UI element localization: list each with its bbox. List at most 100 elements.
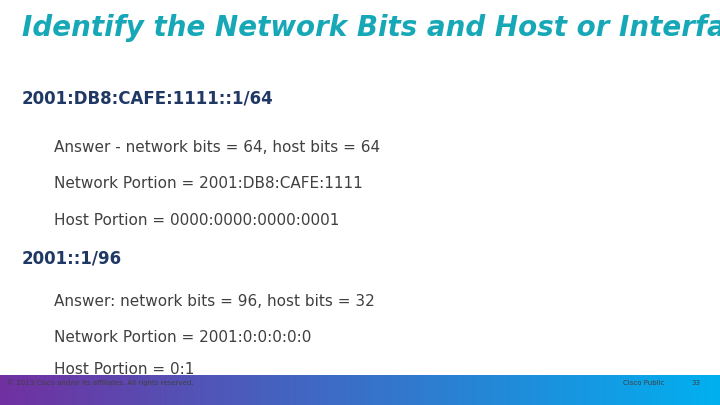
Bar xyxy=(508,375,510,405)
Text: Cisco Public: Cisco Public xyxy=(623,380,665,386)
Bar xyxy=(36,375,38,405)
Bar xyxy=(215,375,217,405)
Bar xyxy=(334,375,336,405)
Bar xyxy=(176,375,178,405)
Bar xyxy=(605,375,607,405)
Bar xyxy=(608,375,610,405)
Bar xyxy=(111,375,113,405)
Bar xyxy=(583,375,585,405)
Bar xyxy=(624,375,626,405)
Bar xyxy=(255,375,257,405)
Bar xyxy=(481,375,483,405)
Bar xyxy=(102,375,104,405)
Bar xyxy=(19,375,21,405)
Bar xyxy=(173,375,175,405)
Bar xyxy=(312,375,315,405)
Bar xyxy=(50,375,53,405)
Bar xyxy=(675,375,678,405)
Bar xyxy=(71,375,73,405)
Bar xyxy=(307,375,309,405)
Bar xyxy=(658,375,660,405)
Bar xyxy=(258,375,260,405)
Bar xyxy=(719,375,720,405)
Bar xyxy=(681,375,683,405)
Bar xyxy=(441,375,443,405)
Bar xyxy=(95,375,97,405)
Bar xyxy=(285,375,287,405)
Bar xyxy=(514,375,516,405)
Bar xyxy=(105,375,107,405)
Bar xyxy=(29,375,31,405)
Bar xyxy=(117,375,119,405)
Bar xyxy=(598,375,600,405)
Text: Answer: network bits = 96, host bits = 32: Answer: network bits = 96, host bits = 3… xyxy=(54,294,374,309)
Bar xyxy=(491,375,493,405)
Bar xyxy=(520,375,522,405)
Bar xyxy=(588,375,590,405)
Bar xyxy=(490,375,492,405)
Bar xyxy=(396,375,398,405)
Bar xyxy=(454,375,456,405)
Bar xyxy=(713,375,715,405)
Bar xyxy=(494,375,496,405)
Bar xyxy=(199,375,201,405)
Bar xyxy=(621,375,623,405)
Bar xyxy=(86,375,89,405)
Bar xyxy=(209,375,211,405)
Bar xyxy=(354,375,356,405)
Bar xyxy=(125,375,127,405)
Bar xyxy=(387,375,390,405)
Bar xyxy=(320,375,322,405)
Bar xyxy=(644,375,646,405)
Bar xyxy=(503,375,505,405)
Bar xyxy=(223,375,225,405)
Bar xyxy=(203,375,205,405)
Bar xyxy=(353,375,355,405)
Bar xyxy=(665,375,667,405)
Bar xyxy=(168,375,171,405)
Bar xyxy=(693,375,695,405)
Bar xyxy=(151,375,153,405)
Bar xyxy=(196,375,198,405)
Bar xyxy=(163,375,165,405)
Bar xyxy=(1,375,4,405)
Bar xyxy=(279,375,282,405)
Bar xyxy=(94,375,96,405)
Bar xyxy=(521,375,523,405)
Bar xyxy=(438,375,440,405)
Bar xyxy=(386,375,388,405)
Bar xyxy=(485,375,487,405)
Bar xyxy=(193,375,195,405)
Bar xyxy=(645,375,647,405)
Bar xyxy=(10,375,12,405)
Bar xyxy=(46,375,48,405)
Bar xyxy=(135,375,138,405)
Bar xyxy=(406,375,408,405)
Bar xyxy=(253,375,256,405)
Bar xyxy=(248,375,250,405)
Bar xyxy=(266,375,269,405)
Bar xyxy=(314,375,316,405)
Bar xyxy=(524,375,526,405)
Bar xyxy=(212,375,214,405)
Bar xyxy=(428,375,430,405)
Bar xyxy=(48,375,50,405)
Bar xyxy=(392,375,394,405)
Bar xyxy=(140,375,142,405)
Bar xyxy=(144,375,146,405)
Bar xyxy=(351,375,354,405)
Bar xyxy=(109,375,112,405)
Bar xyxy=(683,375,685,405)
Bar xyxy=(480,375,482,405)
Bar xyxy=(287,375,289,405)
Bar xyxy=(315,375,318,405)
Bar xyxy=(186,375,188,405)
Bar xyxy=(81,375,83,405)
Bar xyxy=(204,375,207,405)
Bar xyxy=(226,375,228,405)
Bar xyxy=(649,375,652,405)
Bar xyxy=(192,375,194,405)
Bar xyxy=(592,375,594,405)
Bar xyxy=(360,375,362,405)
Bar xyxy=(642,375,644,405)
